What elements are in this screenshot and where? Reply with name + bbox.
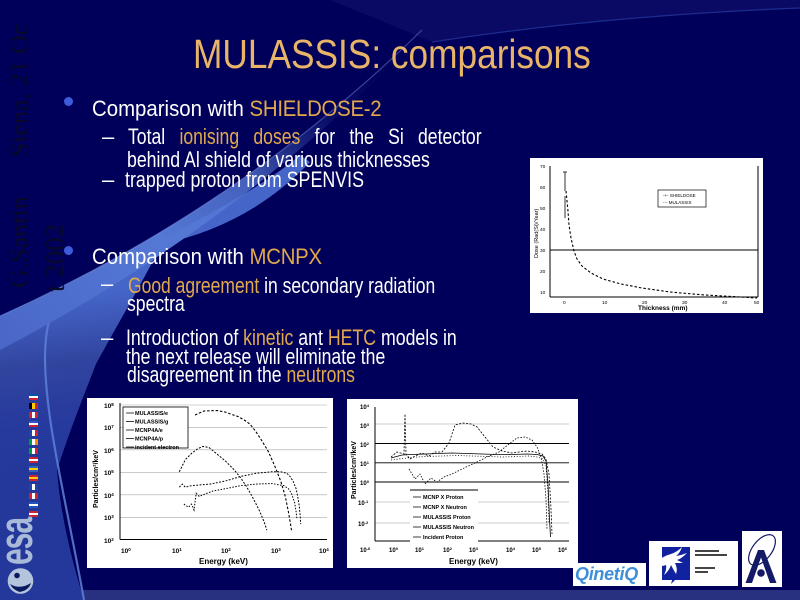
svg-text:100: 100 — [389, 546, 399, 554]
svg-text:10-1: 10-1 — [358, 499, 369, 507]
svg-text:104: 104 — [319, 547, 329, 555]
svg-text:10-6: 10-6 — [360, 546, 371, 554]
svg-text:10: 10 — [602, 300, 608, 306]
svg-text:Particles/cm²/keV: Particles/cm²/keV — [93, 450, 100, 508]
svg-text:107: 107 — [104, 424, 114, 432]
svg-text:104: 104 — [360, 403, 370, 411]
svg-text:MULASSIS/e: MULASSIS/e — [135, 411, 168, 417]
svg-text:10: 10 — [540, 290, 546, 296]
svg-text:40: 40 — [540, 227, 546, 233]
svg-text:30: 30 — [682, 300, 688, 306]
svg-text:101: 101 — [172, 547, 182, 555]
svg-text:103: 103 — [271, 547, 281, 555]
svg-text:108: 108 — [104, 402, 114, 410]
svg-text:20: 20 — [540, 269, 546, 275]
svg-text:-+- SHIELDOSE: -+- SHIELDOSE — [663, 193, 696, 198]
svg-text:50: 50 — [540, 206, 546, 212]
svg-text:105: 105 — [532, 546, 542, 554]
svg-text:60: 60 — [540, 185, 546, 191]
svg-text:Incident Proton: Incident Proton — [423, 535, 464, 541]
svg-text:105: 105 — [104, 469, 114, 477]
svg-text:MCNP4A/p: MCNP4A/p — [135, 437, 164, 443]
svg-text:50: 50 — [754, 300, 760, 306]
svg-text:Dose (Rad(Si)/Year): Dose (Rad(Si)/Year) — [534, 209, 540, 258]
svg-text:70: 70 — [540, 164, 546, 170]
svg-text:104: 104 — [104, 492, 114, 500]
svg-text:MULASSIS/g: MULASSIS/g — [135, 420, 168, 426]
svg-text:103: 103 — [360, 422, 370, 430]
svg-text:MULASSIS Neutron: MULASSIS Neutron — [423, 525, 475, 531]
svg-text:102: 102 — [104, 537, 114, 545]
svg-text:103: 103 — [104, 514, 114, 522]
svg-text:Thickness (mm): Thickness (mm) — [638, 305, 688, 312]
svg-text:Particles/cm²/keV: Particles/cm²/keV — [351, 441, 358, 499]
svg-text:101: 101 — [360, 460, 370, 468]
svg-text:106: 106 — [104, 447, 114, 455]
svg-text:MCNP4A/e: MCNP4A/e — [135, 428, 163, 434]
svg-text:MCNP X Proton: MCNP X Proton — [423, 495, 464, 501]
svg-text:40: 40 — [722, 300, 728, 306]
svg-text:102: 102 — [443, 546, 453, 554]
svg-text:10-2: 10-2 — [358, 520, 369, 528]
svg-text:30: 30 — [540, 248, 546, 254]
svg-text:100: 100 — [360, 479, 370, 487]
svg-text:103: 103 — [469, 546, 479, 554]
svg-text:106: 106 — [558, 546, 568, 554]
svg-text:MULASSIS Proton: MULASSIS Proton — [423, 515, 471, 521]
svg-text:104: 104 — [506, 546, 516, 554]
svg-text:-·- MULASSIS: -·- MULASSIS — [663, 200, 692, 205]
svg-text:102: 102 — [221, 547, 231, 555]
svg-text:102: 102 — [360, 441, 370, 449]
svg-text:MCNP X Neutron: MCNP X Neutron — [423, 505, 468, 511]
svg-text:Energy (keV): Energy (keV) — [449, 557, 498, 566]
svg-text:100: 100 — [121, 547, 131, 555]
svg-text:incident electron: incident electron — [135, 445, 180, 451]
svg-text:101: 101 — [415, 546, 425, 554]
svg-text:0: 0 — [563, 300, 566, 306]
svg-text:20: 20 — [642, 300, 648, 306]
svg-text:Energy (keV): Energy (keV) — [199, 557, 248, 566]
